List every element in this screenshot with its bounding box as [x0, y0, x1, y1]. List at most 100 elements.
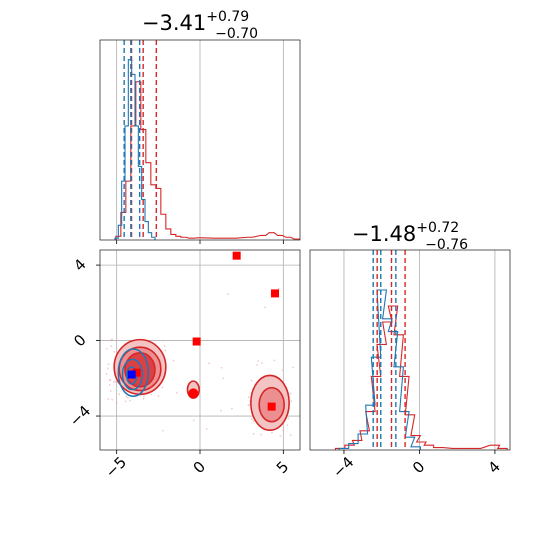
sample-point — [290, 400, 293, 403]
sample-point — [110, 339, 113, 342]
sample-point — [107, 367, 109, 370]
sample-point — [105, 347, 108, 350]
sample-point — [124, 400, 127, 403]
blue-contours — [117, 348, 150, 397]
sample-point — [287, 417, 290, 420]
sample-point — [208, 362, 210, 365]
sample-point — [108, 379, 111, 382]
sample-point — [192, 419, 195, 422]
sample-point — [142, 397, 145, 400]
blue-contour — [121, 358, 144, 391]
x-tick-label: 4 — [484, 458, 503, 477]
sample-point — [129, 399, 131, 402]
sample-point — [226, 293, 229, 295]
grid-lines — [116, 40, 284, 244]
grid-lines — [343, 250, 496, 450]
joint-scatter-panel: −5 0 5 −4 0 4 — [66, 249, 301, 481]
sample-point — [205, 428, 208, 430]
histogram-step — [334, 305, 508, 450]
sample-point — [142, 395, 145, 398]
y-tick-label: −4 — [66, 402, 94, 430]
sample-point — [247, 404, 250, 407]
sample-point — [271, 431, 273, 434]
sample-point — [162, 429, 164, 432]
sample-point — [162, 339, 164, 342]
sample-point — [109, 389, 112, 392]
sample-point — [286, 424, 289, 427]
square-marker — [271, 289, 279, 298]
histogram-step — [338, 289, 421, 450]
square-marker — [232, 251, 241, 260]
marker-points — [127, 251, 279, 411]
sample-point — [126, 396, 129, 399]
x-tick-label: 0 — [190, 458, 209, 477]
square-marker — [267, 402, 276, 411]
sample-point — [164, 349, 167, 352]
sample-point — [115, 401, 118, 404]
axes-frame — [99, 39, 301, 241]
sample-point — [150, 393, 153, 396]
sample-point — [292, 366, 294, 369]
circle-marker — [188, 388, 199, 399]
quantile-lines — [123, 40, 158, 240]
sample-point — [111, 398, 113, 401]
sample-point — [107, 398, 110, 400]
sample-point — [257, 360, 260, 362]
histogram-series — [114, 59, 300, 240]
sample-point — [220, 366, 223, 369]
sample-point — [172, 359, 175, 362]
x-tick-label: 5 — [273, 458, 292, 477]
sample-point — [252, 420, 255, 422]
quantile-lines — [372, 250, 406, 450]
sample-point — [157, 395, 160, 397]
sample-point — [289, 434, 292, 437]
sample-point — [260, 433, 262, 436]
sample-point — [222, 377, 225, 380]
square-marker — [127, 370, 136, 379]
sample-point — [176, 391, 178, 394]
x-tick-label: −5 — [102, 453, 130, 481]
sample-point — [281, 369, 284, 371]
sample-point — [279, 434, 282, 437]
x-axis-ticks: −5 0 5 — [102, 450, 292, 481]
sample-point — [252, 432, 255, 435]
sample-point — [108, 383, 111, 386]
blue-contour — [117, 348, 150, 397]
sample-point — [282, 429, 285, 432]
sample-point — [250, 379, 253, 382]
sample-point — [107, 363, 110, 366]
top-histogram-panel: −3.41+0.79 −0.70 — [99, 9, 301, 244]
sample-point — [260, 362, 263, 364]
histogram-step — [115, 81, 300, 240]
panel-title: −3.41+0.79 −0.70 — [142, 9, 258, 42]
sample-point — [113, 381, 115, 383]
x-axis-ticks: −4 0 4 — [329, 450, 504, 481]
y-tick-label: 0 — [70, 331, 89, 350]
sample-point — [247, 396, 250, 399]
sample-point — [113, 351, 116, 353]
histogram-series — [334, 289, 508, 450]
sample-point — [163, 345, 166, 347]
sample-point — [250, 418, 253, 420]
y-tick-label: 4 — [70, 255, 89, 274]
sample-point — [256, 364, 259, 366]
sample-point — [289, 392, 292, 395]
sample-point — [161, 386, 164, 389]
sample-point — [110, 345, 113, 348]
y-axis-ticks: −4 0 4 — [66, 255, 100, 430]
x-tick-label: −4 — [329, 453, 357, 481]
sample-point — [105, 373, 108, 375]
histogram-step — [114, 59, 156, 240]
sample-point — [277, 287, 280, 290]
sample-point — [118, 393, 121, 396]
sample-point — [231, 407, 233, 410]
panel-title: −1.48+0.72 −0.76 — [352, 220, 468, 253]
square-marker — [132, 368, 141, 377]
axes-frame — [309, 249, 511, 451]
sample-point — [114, 380, 117, 383]
sample-point — [273, 359, 276, 362]
x-tick-label: 0 — [409, 458, 428, 477]
square-marker — [192, 337, 201, 346]
sample-point — [264, 306, 267, 309]
